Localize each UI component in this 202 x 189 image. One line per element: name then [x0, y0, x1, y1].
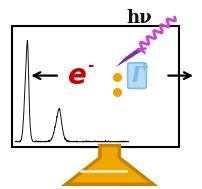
Polygon shape [115, 48, 140, 67]
Text: e: e [67, 62, 86, 90]
Text: hν: hν [126, 9, 151, 27]
Bar [12, 26, 178, 147]
Text: -: - [87, 58, 93, 73]
FancyBboxPatch shape [127, 63, 146, 88]
Text: I: I [131, 66, 139, 86]
Text: +: + [138, 61, 148, 74]
Polygon shape [66, 146, 153, 184]
